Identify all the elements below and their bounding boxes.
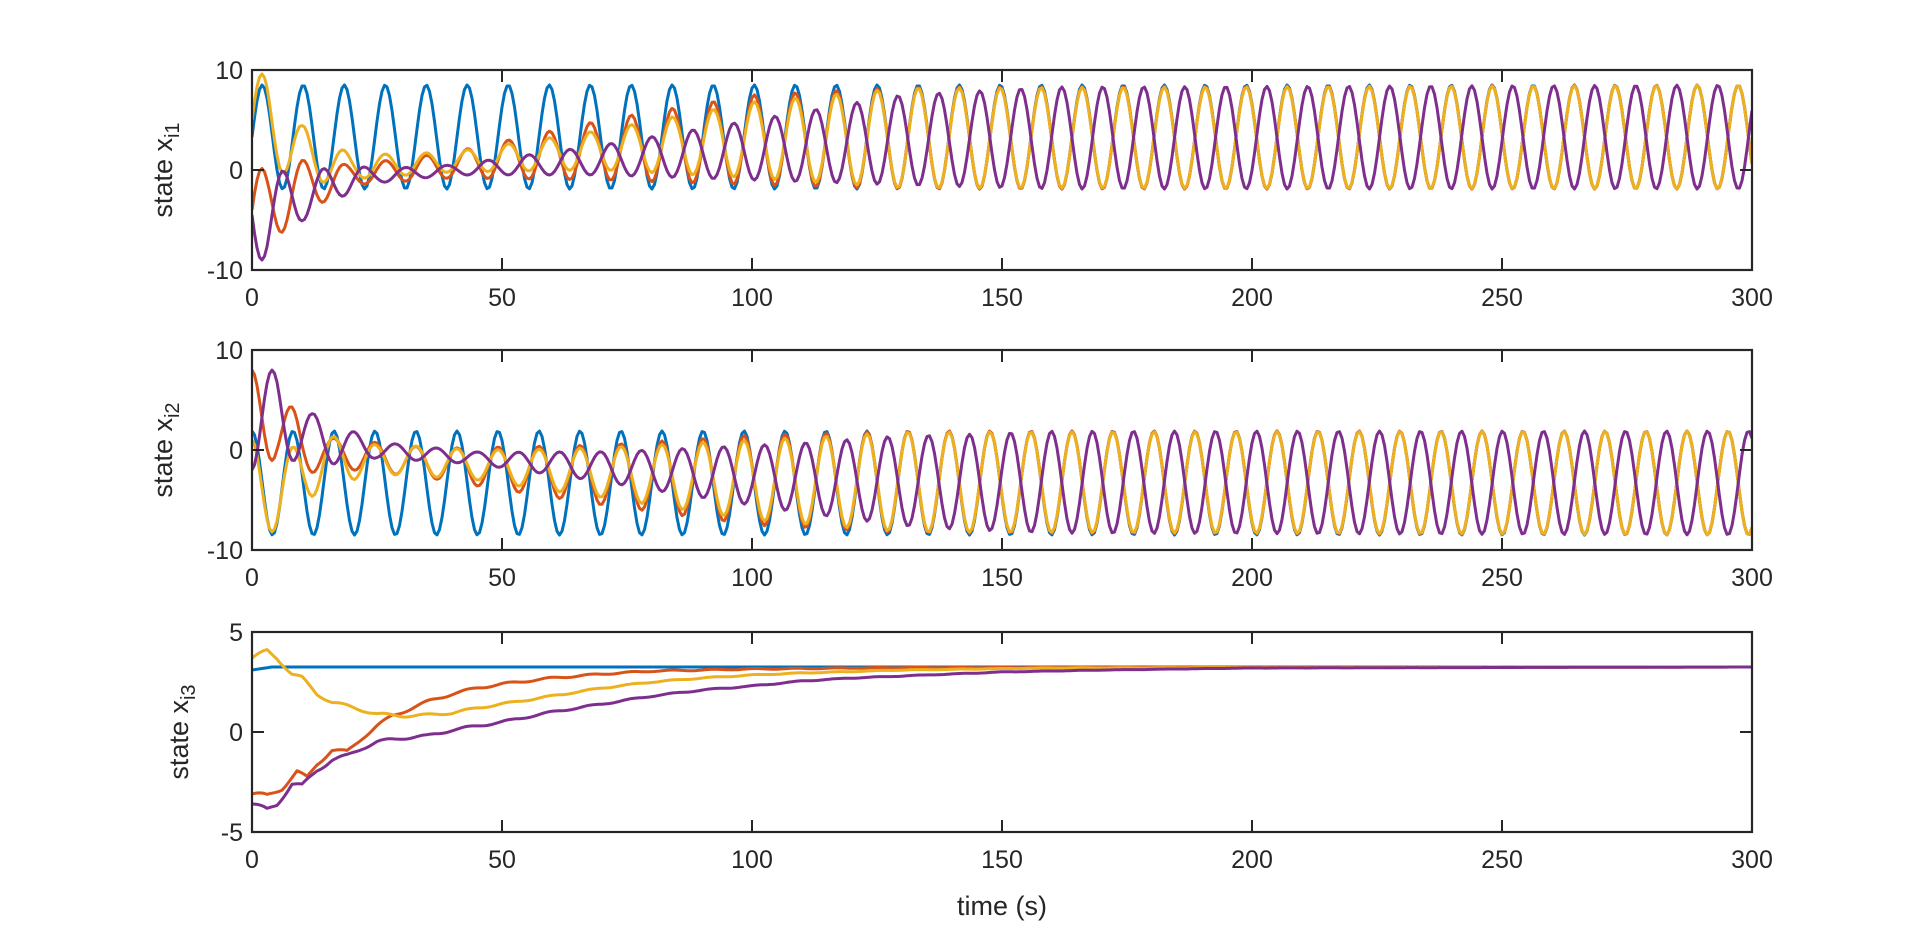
series-line-2-4 bbox=[252, 368, 1752, 537]
y-tick-labels-3: -5 0 5 bbox=[221, 619, 243, 847]
series-line-3-4 bbox=[252, 665, 1752, 810]
y-axis-label-3: state xi3 bbox=[164, 684, 200, 779]
x-tick-label: 200 bbox=[1231, 284, 1273, 312]
y-tick-label: -5 bbox=[221, 819, 243, 847]
x-tick-label: 50 bbox=[488, 564, 516, 592]
x-tick-label: 100 bbox=[731, 284, 773, 312]
y-tick-label: 0 bbox=[229, 157, 243, 185]
y-tick-labels-2: -10 0 10 bbox=[207, 337, 243, 565]
x-tick-label: 0 bbox=[245, 564, 259, 592]
x-tick-labels-1: 0 50 100 150 200 250 300 bbox=[245, 284, 1773, 312]
y-tick-labels-1: -10 0 10 bbox=[207, 57, 243, 285]
x-tick-label: 100 bbox=[731, 846, 773, 874]
series-line-2-3 bbox=[252, 429, 1752, 537]
x-tick-label: 100 bbox=[731, 564, 773, 592]
x-tick-label: 300 bbox=[1731, 564, 1773, 592]
x-tick-label: 50 bbox=[488, 846, 516, 874]
x-tick-label: 150 bbox=[981, 284, 1023, 312]
y-tick-label: -10 bbox=[207, 257, 243, 285]
x-tick-label: 150 bbox=[981, 564, 1023, 592]
series-line-3-2 bbox=[252, 665, 1752, 796]
x-tick-label: 250 bbox=[1481, 846, 1523, 874]
y-tick-label: -10 bbox=[207, 537, 243, 565]
y-tick-label: 10 bbox=[215, 337, 243, 365]
series-line-1-4 bbox=[252, 83, 1752, 262]
tick-marks-1 bbox=[251, 69, 1753, 271]
y-axis-label-1: state xi1 bbox=[148, 122, 184, 217]
x-tick-label: 250 bbox=[1481, 564, 1523, 592]
x-tick-label: 0 bbox=[245, 846, 259, 874]
x-tick-labels-3: 0 50 100 150 200 250 300 bbox=[245, 846, 1773, 874]
y-axis-label-2: state xi2 bbox=[148, 402, 184, 497]
plot-area-2 bbox=[252, 368, 1752, 537]
axes-box-3 bbox=[250, 630, 1754, 834]
x-tick-label: 0 bbox=[245, 284, 259, 312]
y-tick-label: 10 bbox=[215, 57, 243, 85]
x-axis-label: time (s) bbox=[957, 891, 1047, 921]
series-line-3-3 bbox=[252, 648, 1752, 719]
x-tick-label: 300 bbox=[1731, 846, 1773, 874]
x-tick-label: 50 bbox=[488, 284, 516, 312]
x-tick-label: 300 bbox=[1731, 284, 1773, 312]
x-tick-label: 150 bbox=[981, 846, 1023, 874]
y-tick-label: 0 bbox=[229, 719, 243, 747]
x-tick-label: 200 bbox=[1231, 846, 1273, 874]
plot-area-3 bbox=[252, 648, 1752, 810]
tick-marks-2 bbox=[251, 349, 1753, 551]
x-tick-labels-2: 0 50 100 150 200 250 300 bbox=[245, 564, 1773, 592]
subplot-3: 0 50 100 150 200 250 300 -505 state xi3 time (… bbox=[164, 619, 1773, 921]
x-tick-label: 200 bbox=[1231, 564, 1273, 592]
tick-marks-3 bbox=[251, 631, 1753, 833]
y-tick-label: 5 bbox=[229, 619, 243, 647]
x-tick-label: 250 bbox=[1481, 284, 1523, 312]
plot-area-1 bbox=[252, 72, 1752, 262]
y-tick-label: 0 bbox=[229, 437, 243, 465]
